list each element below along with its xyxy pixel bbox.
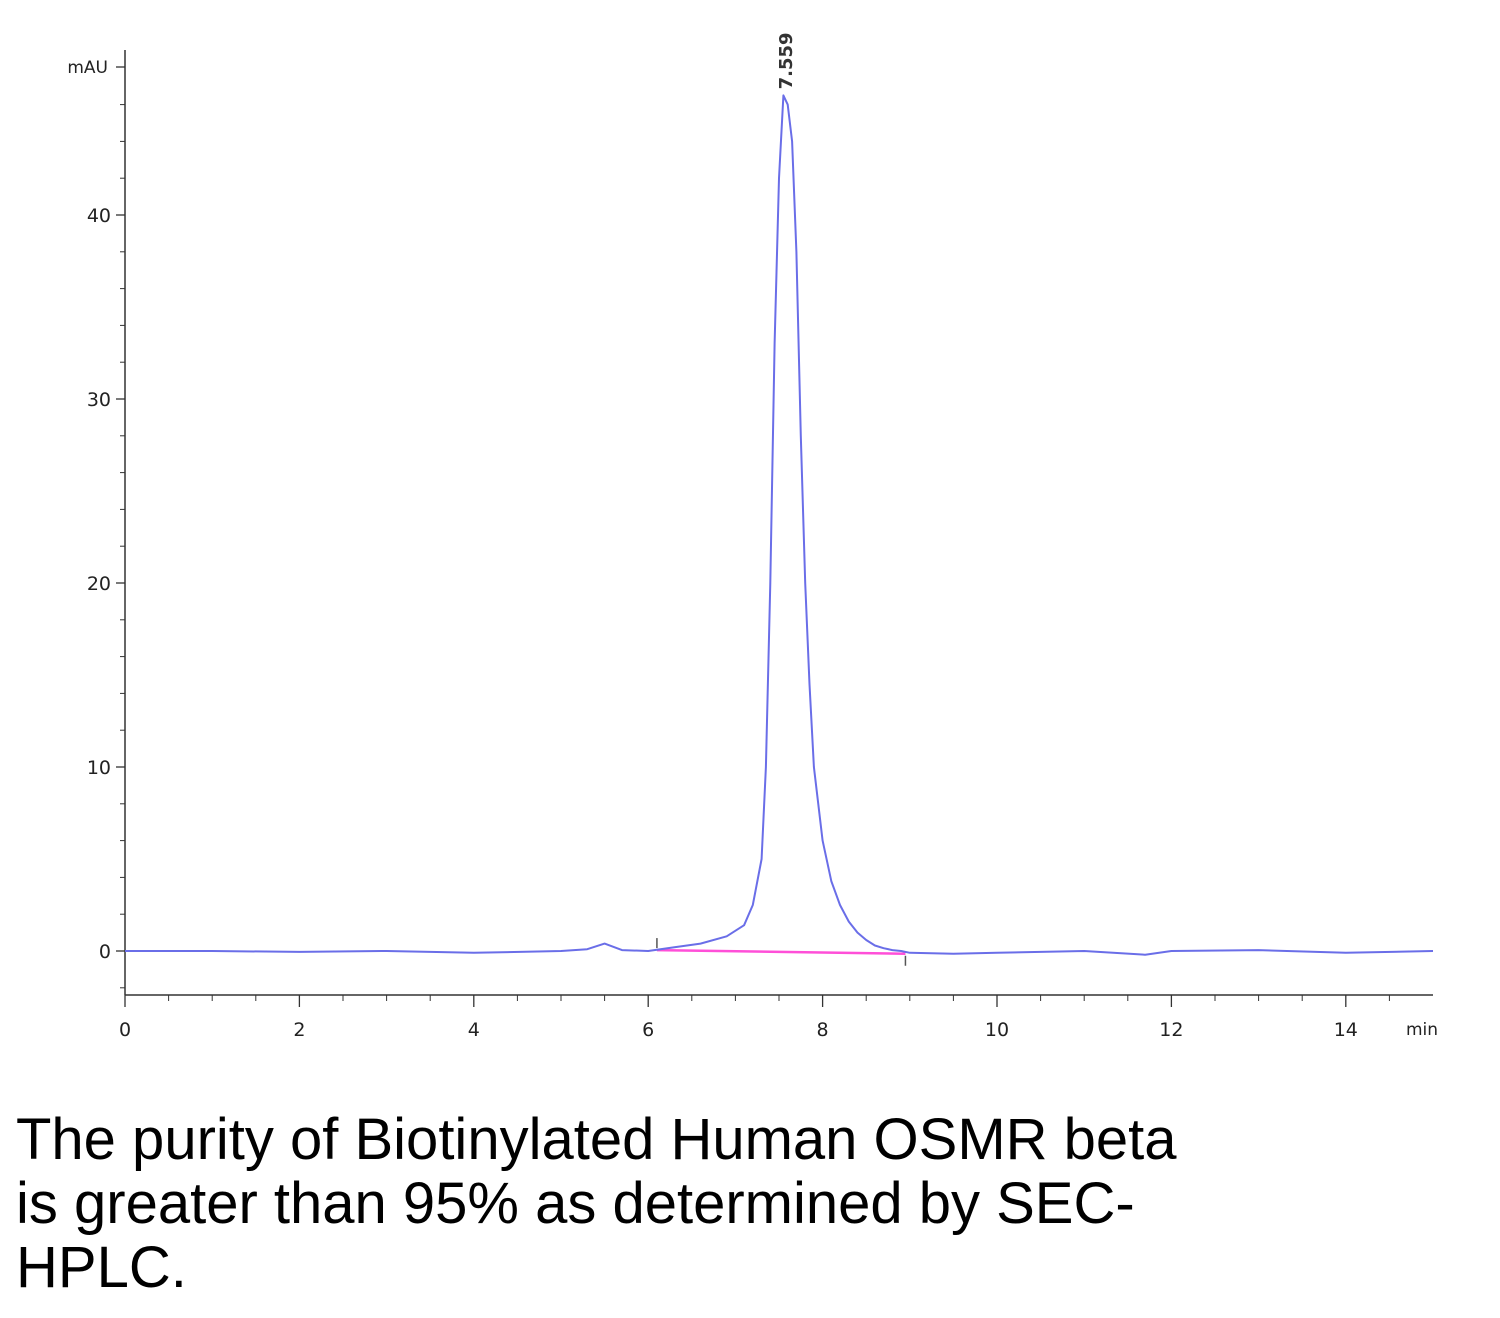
y-tick-label: 10 <box>87 757 111 779</box>
x-tick-label: 8 <box>817 1019 829 1041</box>
x-tick-label: 6 <box>642 1019 654 1041</box>
x-tick-label: 12 <box>1159 1019 1183 1041</box>
y-axis-label: mAU <box>67 58 108 78</box>
x-tick-label: 0 <box>119 1019 131 1041</box>
x-tick-label: 10 <box>985 1019 1009 1041</box>
x-tick-label: 14 <box>1334 1019 1358 1041</box>
chromatogram-chart: 0 10 20 30 40 mAU 0 2 4 6 8 10 12 14 min 7.559 <box>67 32 1438 1041</box>
y-tick-label: 20 <box>87 573 111 595</box>
y-tick-label: 0 <box>99 941 111 963</box>
caption-line-3: HPLC. <box>16 1235 187 1300</box>
integration-baseline <box>656 948 906 956</box>
series-line-1 <box>125 94 1434 956</box>
caption: The purity of Biotinylated Human OSMR be… <box>16 1108 1316 1300</box>
x-axis-label: min <box>1406 1020 1438 1040</box>
caption-line-2: is greater than 95% as determined by SEC… <box>16 1171 1135 1236</box>
y-tick-label: 30 <box>87 389 111 411</box>
y-tick-label: 40 <box>87 205 111 227</box>
caption-line-1: The purity of Biotinylated Human OSMR be… <box>16 1107 1177 1172</box>
x-tick-label: 4 <box>468 1019 480 1041</box>
peak-label: 7.559 <box>776 32 797 89</box>
x-tick-label: 2 <box>293 1019 305 1041</box>
